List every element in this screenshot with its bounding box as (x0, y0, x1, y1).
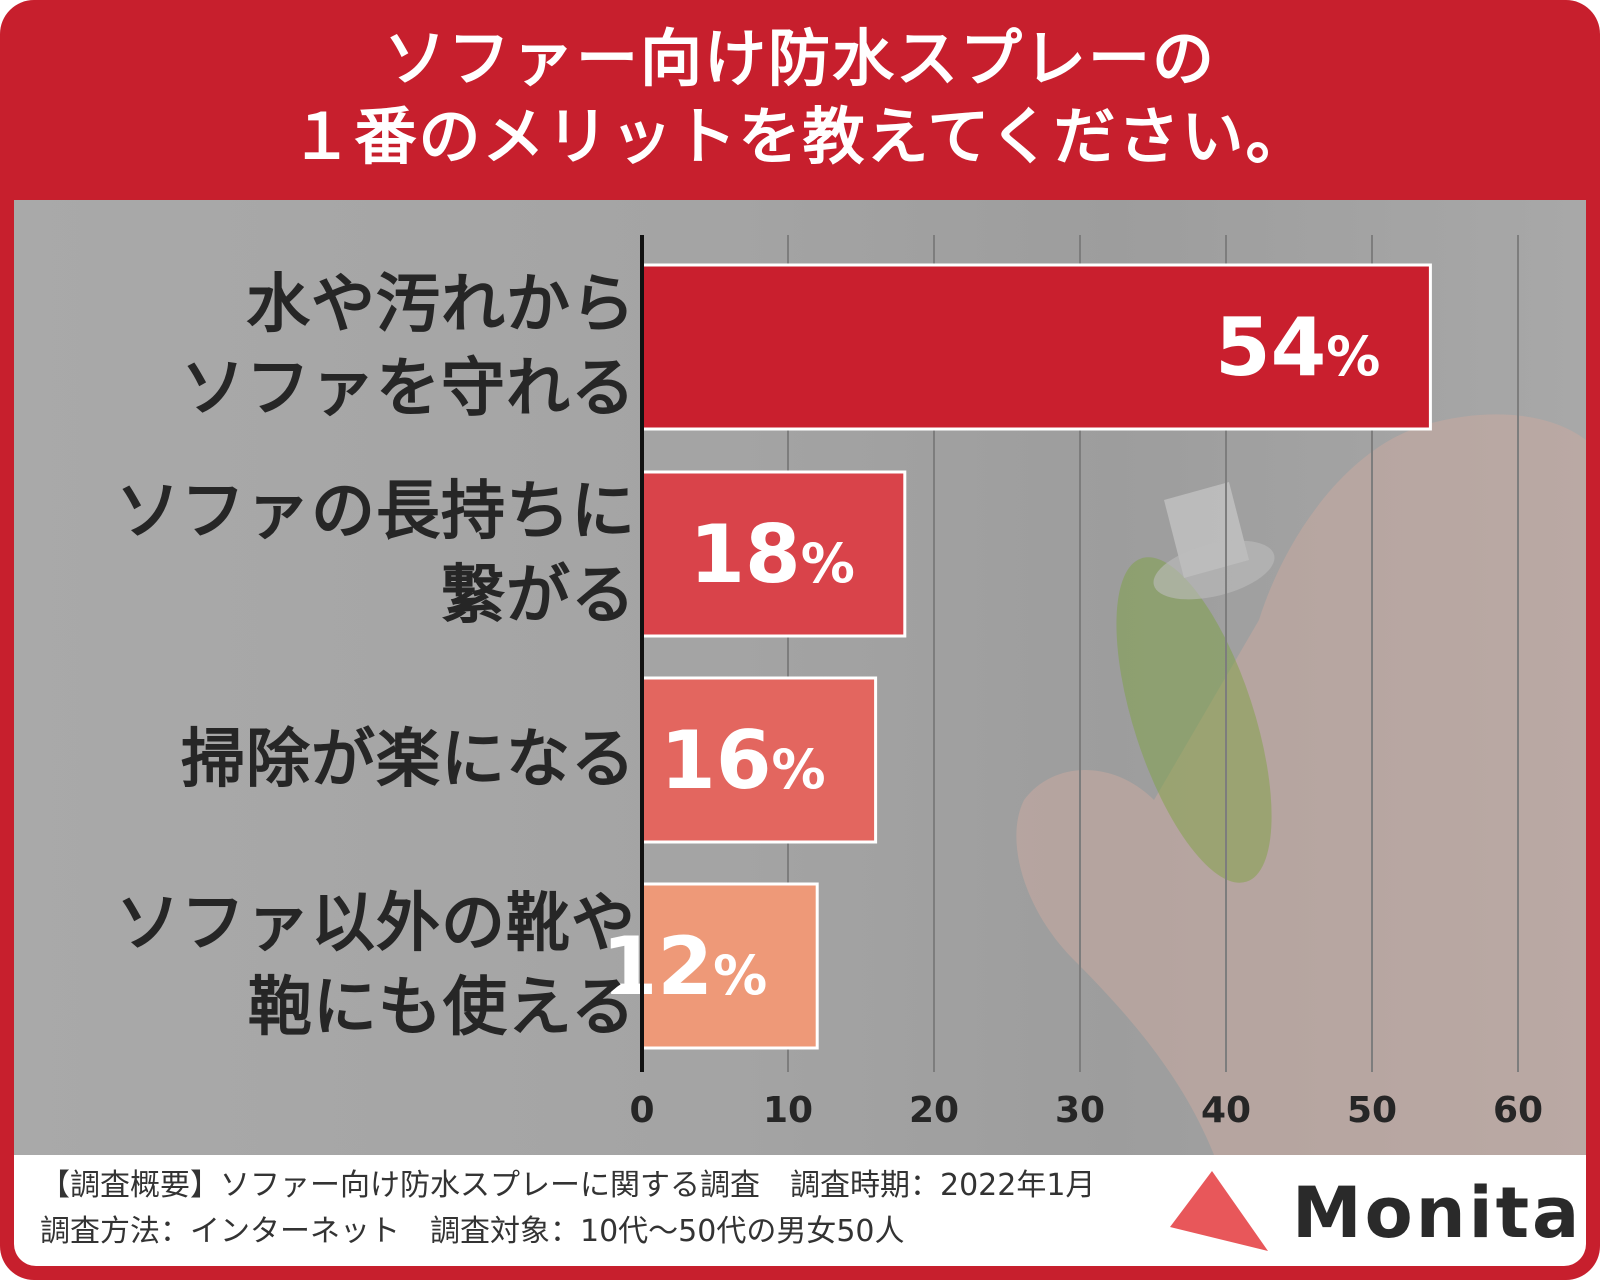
category-label-line: ソファを守れる (181, 352, 636, 426)
x-tick-label: 20 (909, 1090, 959, 1131)
category-label-longevity: ソファの長持ちに 繋がる (24, 470, 636, 638)
monita-logo: Monita (1164, 1167, 1584, 1257)
title-line-1: ソファー向け防水スプレーの (383, 21, 1216, 95)
x-tick-label: 60 (1493, 1090, 1543, 1131)
data-label: 12% (602, 920, 767, 1013)
category-label-line: ソファの長持ちに (116, 475, 636, 549)
chart-title: ソファー向け防水スプレーの １番のメリットを教えてください。 (0, 0, 1600, 195)
survey-note-line-1: 【調査概要】ソファー向け防水スプレーに関する調査 調査時期：2022年1月 (40, 1168, 1096, 1203)
bar (640, 470, 907, 638)
survey-footer: 【調査概要】ソファー向け防水スプレーに関する調査 調査時期：2022年1月 調査… (14, 1155, 1586, 1266)
bar-chart: 54% 18% 16% 12% 0 10 20 30 40 50 60 (602, 235, 1543, 1131)
data-label: 16% (660, 714, 825, 807)
category-label-shoes-bags: ソファ以外の靴や 鞄にも使える (24, 882, 636, 1050)
category-label-easy-cleaning: 掃除が楽になる (24, 718, 636, 802)
data-label: 54% (1215, 301, 1380, 394)
chart-panel: 54% 18% 16% 12% 0 10 20 30 40 50 60 水や汚れから ソファを守れる… (14, 200, 1586, 1155)
category-label-line: 鞄にも使える (247, 971, 636, 1045)
category-label-water-stain: 水や汚れから ソファを守れる (24, 263, 636, 431)
x-tick-label: 40 (1201, 1090, 1251, 1131)
spray-hand-illustration (1016, 414, 1586, 1155)
category-label-line: ソファ以外の靴や (116, 887, 636, 961)
survey-note: 【調査概要】ソファー向け防水スプレーに関する調査 調査時期：2022年1月 調査… (40, 1163, 1095, 1255)
x-tick-label: 50 (1347, 1090, 1397, 1131)
title-line-2: １番のメリットを教えてください。 (290, 99, 1310, 173)
x-tick-label: 0 (629, 1090, 654, 1131)
category-label-line: 掃除が楽になる (181, 723, 636, 797)
x-tick-label: 30 (1055, 1090, 1105, 1131)
bar (640, 263, 1432, 431)
bar (640, 676, 878, 844)
category-label-line: 水や汚れから (246, 268, 636, 342)
category-label-line: 繋がる (441, 559, 636, 633)
logo-triangle-icon (1170, 1171, 1268, 1251)
logo-text: Monita (1292, 1172, 1583, 1254)
x-tick-label: 10 (763, 1090, 813, 1131)
data-label: 18% (689, 508, 854, 601)
survey-note-line-2: 調査方法：インターネット 調査対象：10代～50代の男女50人 (40, 1214, 905, 1249)
bar (640, 882, 819, 1050)
